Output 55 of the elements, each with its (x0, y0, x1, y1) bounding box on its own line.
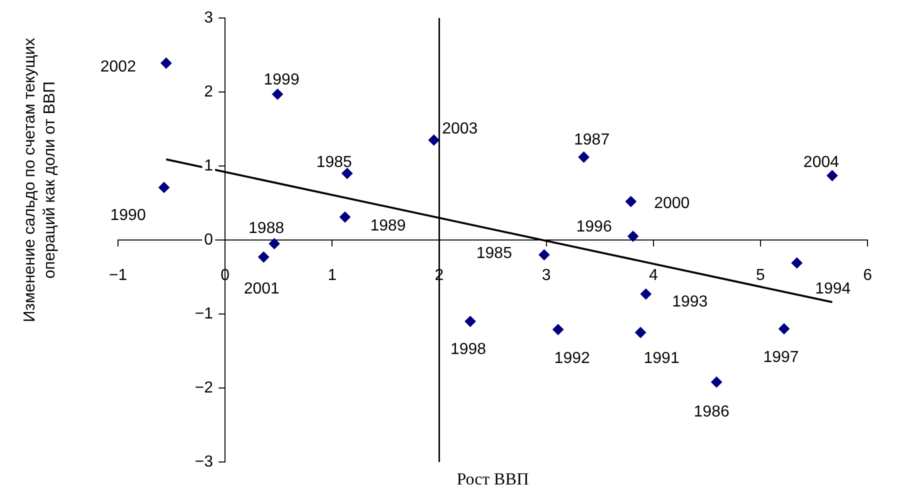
annotation: 2001 (244, 280, 280, 298)
annotation: 1988 (248, 220, 284, 238)
point (160, 58, 172, 69)
point (628, 230, 639, 242)
point (272, 88, 284, 100)
point (428, 134, 440, 146)
x-tick-label: −1 (108, 267, 128, 284)
annotation: 1987 (574, 132, 610, 149)
point (635, 327, 646, 338)
x-tick-label: 1 (328, 267, 337, 284)
point (640, 288, 652, 300)
annotation: 1999 (264, 72, 300, 89)
y-tick-label: 1 (204, 157, 214, 174)
y-tick-label: 2 (204, 83, 214, 100)
point (258, 252, 270, 263)
y-tick-label: −1 (194, 305, 214, 322)
annotation: 1998 (450, 340, 486, 358)
point (778, 323, 790, 334)
y-tick-label: 3 (204, 9, 214, 26)
point (538, 249, 550, 260)
annotation: 1986 (694, 403, 730, 420)
point (340, 212, 351, 223)
annotation: 1992 (554, 350, 590, 367)
point (464, 316, 476, 327)
x-tick-label: 3 (542, 267, 551, 284)
annotation: 1985 (316, 154, 352, 171)
point (268, 238, 280, 250)
point (552, 324, 564, 336)
annotation: 2004 (803, 154, 840, 172)
y-tick-label: −2 (194, 379, 214, 396)
annotation: 2002 (100, 58, 136, 76)
point (826, 170, 838, 182)
annotation: 1989 (370, 217, 406, 234)
y-axis-title: Изменение сальдо по счетам текущих операций как доли от ВВП (21, 38, 58, 322)
point (342, 168, 353, 179)
point (625, 196, 636, 208)
annotation: 1996 (576, 218, 612, 236)
y-tick-label: 0 (204, 231, 214, 248)
annotation: 1985 (476, 245, 512, 262)
x-axis-title: Рост ВВП (456, 469, 529, 488)
annotation: 1990 (110, 206, 146, 224)
point (791, 257, 802, 268)
annotation: 2000 (654, 194, 690, 212)
annotation: 2003 (442, 120, 478, 138)
annotation: 1997 (763, 349, 799, 366)
x-tick-label: 5 (756, 267, 766, 284)
x-tick-label: 6 (863, 267, 872, 284)
annotation: 1991 (644, 350, 680, 367)
point (711, 376, 722, 388)
x-tick-label: 4 (648, 267, 658, 284)
point (578, 152, 590, 163)
point (158, 182, 170, 193)
annotation: 1993 (672, 293, 708, 310)
annotation: 1994 (815, 280, 851, 298)
y-tick-label: −3 (194, 453, 214, 470)
